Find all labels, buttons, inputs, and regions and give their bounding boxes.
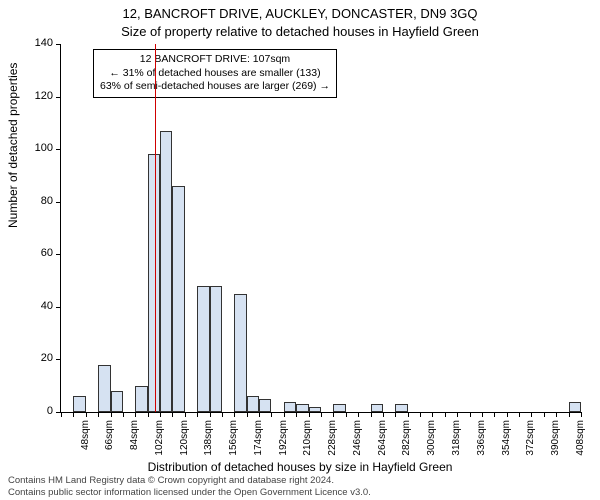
y-axis-label: Number of detached properties — [6, 63, 20, 228]
x-tick — [172, 412, 173, 417]
chart-subtitle: Size of property relative to detached ho… — [0, 24, 600, 39]
histogram-bar — [111, 391, 123, 412]
x-tick — [98, 412, 99, 417]
histogram-bar — [259, 399, 271, 412]
histogram-bar — [172, 186, 184, 412]
x-tick — [259, 412, 260, 417]
x-tick — [185, 412, 186, 417]
x-tick — [197, 412, 198, 417]
chart-container: 12, BANCROFT DRIVE, AUCKLEY, DONCASTER, … — [0, 0, 600, 500]
histogram-bar — [395, 404, 407, 412]
annotation-line-2: ← 31% of detached houses are smaller (13… — [100, 67, 330, 81]
footer-line-2: Contains public sector information licen… — [8, 487, 371, 498]
histogram-bar — [296, 404, 308, 412]
x-tick — [494, 412, 495, 417]
x-tick — [445, 412, 446, 417]
x-tick — [210, 412, 211, 417]
annotation-line-1: 12 BANCROFT DRIVE: 107sqm — [100, 53, 330, 67]
x-tick — [222, 412, 223, 417]
x-tick — [333, 412, 334, 417]
x-tick — [395, 412, 396, 417]
plot-area: 12 BANCROFT DRIVE: 107sqm ← 31% of detac… — [60, 44, 581, 413]
y-tick-label: 140 — [23, 37, 53, 49]
x-tick — [371, 412, 372, 417]
histogram-bar — [371, 404, 383, 412]
x-tick — [544, 412, 545, 417]
x-tick — [247, 412, 248, 417]
x-tick — [470, 412, 471, 417]
x-tick — [111, 412, 112, 417]
x-tick — [432, 412, 433, 417]
x-tick — [457, 412, 458, 417]
x-tick — [507, 412, 508, 417]
annotation-line-3: 63% of semi-detached houses are larger (… — [100, 80, 330, 94]
histogram-bar — [247, 396, 259, 412]
x-tick — [160, 412, 161, 417]
x-tick — [408, 412, 409, 417]
y-tick-label: 120 — [23, 90, 53, 102]
x-tick — [383, 412, 384, 417]
y-tick-label: 0 — [23, 405, 53, 417]
x-tick — [531, 412, 532, 417]
chart-title: 12, BANCROFT DRIVE, AUCKLEY, DONCASTER, … — [0, 6, 600, 21]
x-tick — [61, 412, 62, 417]
x-tick — [86, 412, 87, 417]
y-tick-label: 40 — [23, 300, 53, 312]
y-tick-label: 20 — [23, 352, 53, 364]
annotation-box: 12 BANCROFT DRIVE: 107sqm ← 31% of detac… — [93, 49, 337, 98]
x-tick — [420, 412, 421, 417]
histogram-bar — [98, 365, 110, 412]
histogram-bar — [569, 402, 581, 413]
footer-attribution: Contains HM Land Registry data © Crown c… — [8, 475, 371, 498]
x-tick — [271, 412, 272, 417]
footer-line-1: Contains HM Land Registry data © Crown c… — [8, 475, 371, 486]
histogram-bar — [284, 402, 296, 413]
x-tick — [296, 412, 297, 417]
x-tick — [135, 412, 136, 417]
histogram-bar — [135, 386, 147, 412]
reference-line — [155, 44, 156, 412]
x-tick — [482, 412, 483, 417]
x-tick — [309, 412, 310, 417]
x-tick — [346, 412, 347, 417]
x-tick — [284, 412, 285, 417]
x-tick — [123, 412, 124, 417]
x-tick — [73, 412, 74, 417]
histogram-bar — [333, 404, 345, 412]
histogram-bar — [197, 286, 209, 412]
x-tick — [556, 412, 557, 417]
x-tick — [358, 412, 359, 417]
histogram-bar — [210, 286, 222, 412]
x-axis-label: Distribution of detached houses by size … — [0, 460, 600, 474]
x-tick — [569, 412, 570, 417]
histogram-bar — [234, 294, 246, 412]
histogram-bar — [309, 407, 321, 412]
x-tick — [321, 412, 322, 417]
x-tick — [148, 412, 149, 417]
histogram-bar — [160, 131, 172, 412]
histogram-bar — [73, 396, 85, 412]
y-tick-label: 100 — [23, 142, 53, 154]
y-tick-label: 60 — [23, 247, 53, 259]
x-tick — [234, 412, 235, 417]
y-tick-label: 80 — [23, 195, 53, 207]
x-tick — [581, 412, 582, 417]
x-tick — [519, 412, 520, 417]
